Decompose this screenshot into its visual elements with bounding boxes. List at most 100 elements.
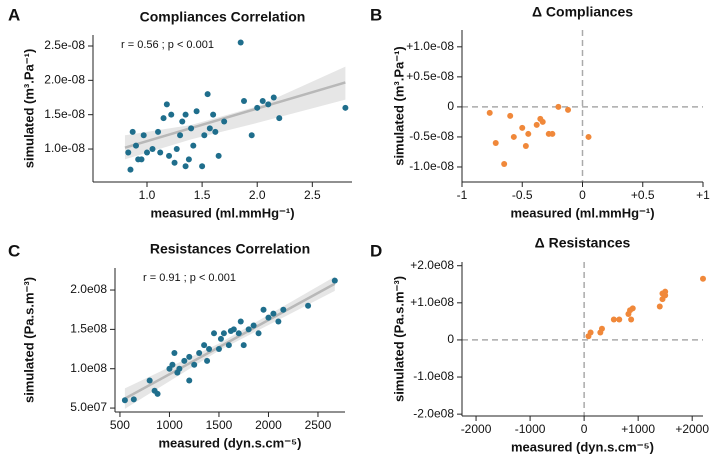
point (211, 330, 218, 337)
point (585, 133, 592, 140)
point (533, 121, 540, 128)
point (182, 111, 189, 118)
point (196, 349, 203, 356)
point (539, 118, 546, 125)
point (138, 156, 145, 163)
panel-label: C (8, 241, 20, 260)
y-tick-label: 1.5e-08 (44, 107, 85, 121)
point (240, 97, 247, 104)
panel: B Δ Compliances measured (ml.mmHg⁻¹) simula… (370, 4, 710, 221)
point (305, 302, 312, 309)
confidence-band (124, 66, 346, 160)
point (193, 108, 200, 115)
y-tick-label: 5.0e07 (70, 400, 107, 414)
x-tick-label: 1.5 (194, 188, 211, 202)
point (168, 111, 175, 118)
y-axis-label: simulated (m³.Pa⁻¹) (391, 46, 406, 166)
point (201, 132, 208, 139)
point (186, 377, 193, 384)
x-axis-label: measured (ml.mmHg⁻¹) (150, 205, 294, 220)
point (501, 160, 508, 167)
y-tick-label: 0 (447, 99, 454, 113)
x-tick-label: 0 (579, 188, 586, 202)
point (616, 316, 623, 323)
panel: C Resistances Correlation measured (dyn.s.… (8, 241, 345, 450)
point (259, 97, 266, 104)
point (125, 149, 132, 156)
point (656, 303, 663, 310)
point (155, 128, 162, 135)
point (210, 111, 217, 118)
x-axis-label: measured (dyn.s.cm⁻⁵) (511, 439, 654, 454)
chart-title: Δ Compliances (532, 4, 633, 20)
point (191, 361, 198, 368)
point (173, 146, 180, 153)
point (510, 133, 517, 140)
point (519, 124, 526, 131)
point (700, 275, 706, 282)
annotation: r = 0.91 ; p < 0.001 (143, 272, 236, 284)
point (217, 335, 224, 342)
chart-title: Δ Resistances (535, 235, 631, 251)
panel-label: D (370, 241, 382, 260)
y-tick-label: +0.5e-08 (406, 69, 454, 83)
point (565, 106, 572, 113)
panel: A Compliances Correlation measured (ml.mmH… (8, 5, 352, 220)
point (199, 163, 206, 170)
y-tick-label: +1.0e-08 (406, 39, 454, 53)
point (206, 346, 213, 353)
point (507, 112, 514, 119)
point (225, 342, 232, 349)
x-tick-label: 2500 (305, 418, 332, 432)
point (121, 397, 128, 404)
point (188, 125, 195, 132)
point (220, 330, 227, 337)
y-tick-label: -2.0e08 (413, 406, 454, 420)
point (169, 361, 176, 368)
point (486, 109, 493, 116)
point (522, 142, 529, 149)
point (166, 152, 173, 159)
point (342, 104, 349, 111)
panel-label: A (8, 5, 20, 24)
y-tick-label: 1.5e08 (70, 322, 107, 336)
point (221, 118, 228, 125)
point (144, 149, 151, 156)
point (154, 390, 161, 397)
point (265, 314, 272, 321)
point (176, 365, 183, 372)
point (270, 94, 277, 101)
point (265, 101, 272, 108)
point (171, 159, 178, 166)
point (182, 163, 189, 170)
point (610, 316, 617, 323)
x-tick-label: +1000 (621, 422, 655, 436)
point (662, 288, 669, 295)
point (185, 156, 192, 163)
point (215, 152, 222, 159)
point (255, 330, 262, 337)
x-tick-label: +2000 (675, 422, 709, 436)
point (254, 104, 261, 111)
point (549, 130, 556, 137)
point (235, 330, 242, 337)
point (525, 130, 532, 137)
point (270, 310, 277, 317)
panel: D Δ Resistances measured (dyn.s.cm⁻⁵) simul… (370, 235, 709, 455)
point (163, 101, 170, 108)
annotation: r = 0.56 ; p < 0.001 (121, 39, 214, 51)
point (280, 306, 287, 313)
x-tick-label: 1000 (156, 418, 183, 432)
point (275, 318, 282, 325)
point (157, 149, 164, 156)
point (276, 115, 283, 122)
y-tick-label: 2.0e08 (70, 282, 107, 296)
y-tick-label: +2.0e08 (410, 258, 454, 272)
y-tick-label: -0.5e-08 (409, 129, 454, 143)
y-axis-label: simulated (Pa.s.m⁻³) (391, 276, 406, 402)
point (598, 325, 605, 332)
y-tick-label: 1.0e-08 (44, 141, 85, 155)
point (492, 139, 499, 146)
regression-line (124, 81, 346, 149)
